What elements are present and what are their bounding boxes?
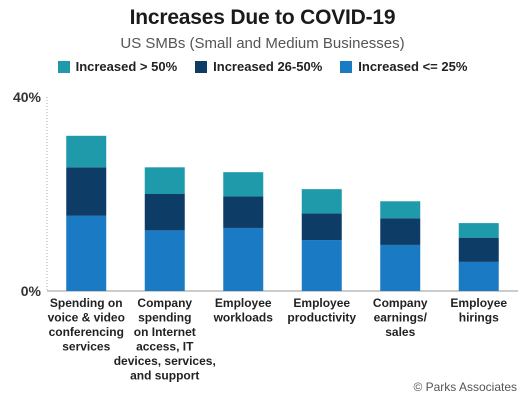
x-category-label-line: Spending on (50, 296, 123, 310)
x-category-label: Company spending on Internet access, IT devi… (114, 296, 216, 383)
x-category-label-line: voice & video (48, 311, 125, 325)
x-category-label-line: workloads (213, 311, 274, 325)
legend-label-under-25: Increased <= 25% (358, 59, 468, 74)
x-category-label: Employee productivity (287, 296, 356, 325)
x-category-label-line: Company (137, 296, 192, 310)
x-category-label-line: Employee (215, 296, 272, 310)
bar-segment (144, 230, 185, 291)
bar-segment (223, 172, 264, 197)
bar-segment (458, 237, 499, 262)
x-category-label-line: Employee (450, 296, 507, 310)
x-category-label: Employee workloads (213, 296, 274, 325)
x-category-label-line: and support (130, 369, 199, 383)
x-category-label-line: devices, services, (114, 354, 216, 368)
bar-segment (458, 223, 499, 238)
bar-segment (380, 218, 421, 245)
bar-segment (223, 227, 264, 291)
chart-subtitle: US SMBs (Small and Medium Businesses) (120, 35, 405, 52)
x-category-label-line: access, IT (136, 340, 194, 354)
bar-segment (66, 135, 107, 168)
x-category-label-line: conferencing (49, 325, 124, 339)
x-category-label-line: Employee (293, 296, 350, 310)
legend-swatch-26-50 (195, 60, 208, 73)
bar-segment (458, 261, 499, 291)
legend-label-over-50: Increased > 50% (75, 59, 178, 74)
bar-segment (301, 213, 342, 241)
bar-segment (66, 167, 107, 216)
bar-segment (380, 244, 421, 291)
legend-item-26-50: Increased 26-50% (195, 59, 322, 74)
legend-item-over-50: Increased > 50% (57, 59, 178, 74)
x-category-label-line: Company (373, 296, 428, 310)
x-category-label: Spending on voice & video conferencing serv… (48, 296, 125, 354)
bar-segment (223, 196, 264, 228)
legend-swatch-under-25 (340, 60, 353, 73)
legend-label-26-50: Increased 26-50% (213, 59, 323, 74)
x-category-label: Employee hirings (450, 296, 507, 325)
x-category-label-line: on Internet (134, 325, 196, 339)
legend: Increased > 50% Increased 26-50% Increas… (0, 59, 525, 74)
bar-segment (144, 194, 185, 231)
x-category-label: Company earnings/sales (373, 296, 428, 339)
x-category-label-line: spending (138, 311, 191, 325)
bar-segment (66, 215, 107, 291)
bar-segment (301, 240, 342, 291)
chart-title: Increases Due to COVID-19 (129, 6, 396, 29)
y-tick-label: 0% (21, 283, 42, 299)
x-category-label-line: services (62, 340, 110, 354)
bar-segment (301, 189, 342, 214)
bar-segment (380, 201, 421, 219)
x-category-label-line: sales (385, 325, 415, 339)
x-category-label-line: hirings (459, 311, 499, 325)
bar-segment (144, 167, 185, 194)
x-category-label-line: earnings/ (374, 311, 428, 325)
y-tick-label: 40% (13, 89, 42, 105)
legend-swatch-over-50 (57, 60, 70, 73)
x-category-label-line: productivity (287, 311, 356, 325)
legend-item-under-25: Increased <= 25% (340, 59, 467, 74)
source-credit: © Parks Associates (413, 380, 517, 394)
